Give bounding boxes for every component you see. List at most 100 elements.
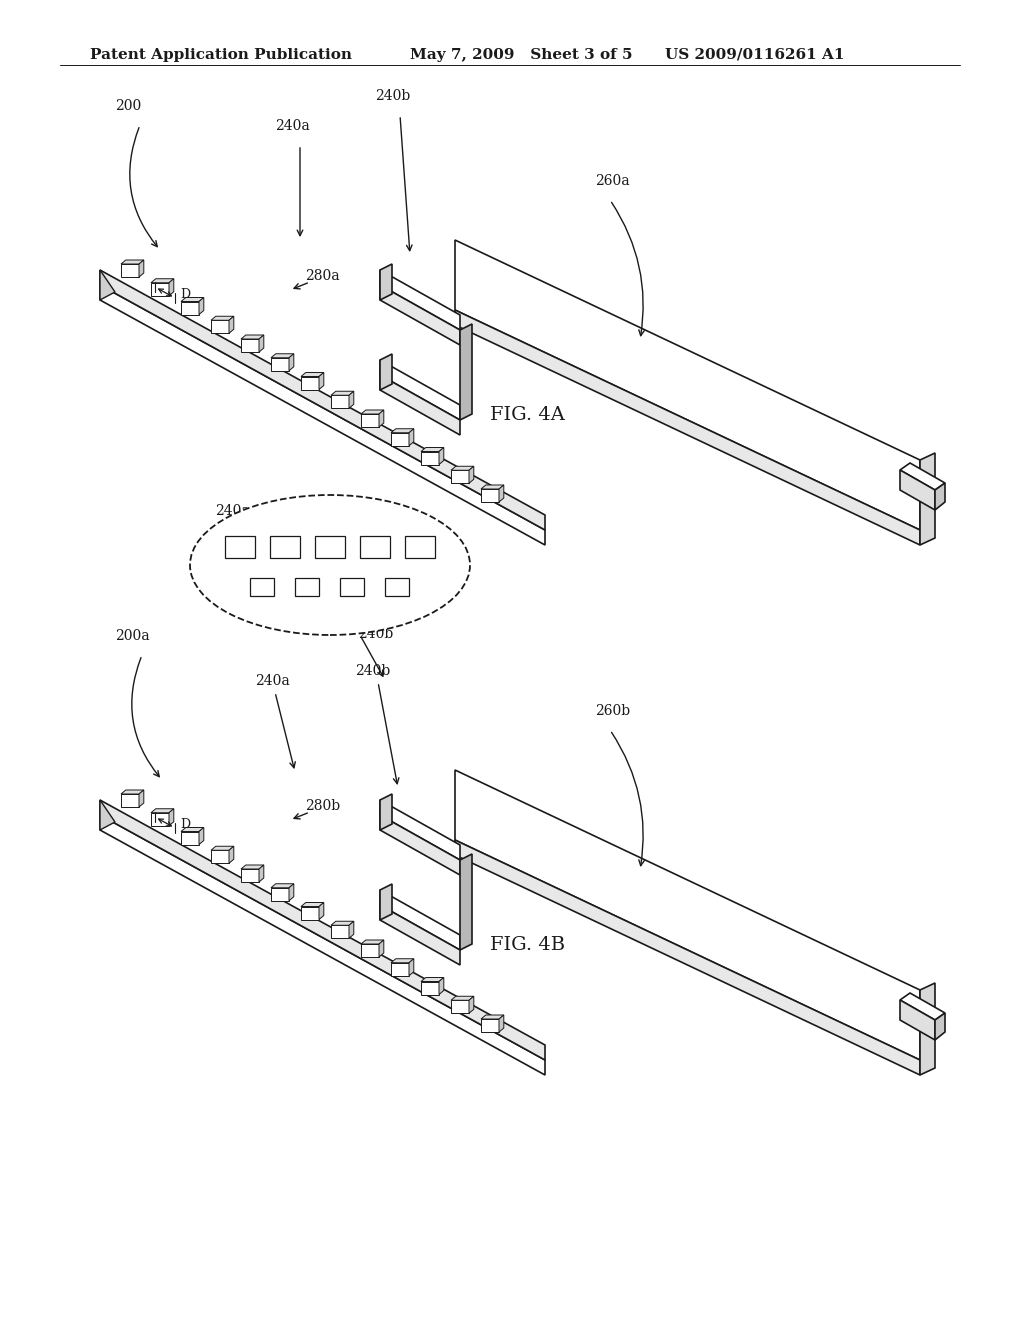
Polygon shape (460, 854, 472, 950)
Polygon shape (451, 466, 474, 470)
Polygon shape (121, 260, 143, 264)
Text: 240a: 240a (255, 675, 290, 688)
Polygon shape (481, 1015, 504, 1019)
Text: FIG. 4B: FIG. 4B (490, 936, 565, 954)
Polygon shape (935, 1012, 945, 1040)
Text: 200a: 200a (115, 630, 150, 643)
Bar (295, 578, 319, 597)
Polygon shape (455, 840, 920, 1074)
Polygon shape (241, 869, 259, 882)
Polygon shape (139, 789, 143, 807)
Polygon shape (421, 978, 443, 982)
Polygon shape (439, 447, 443, 465)
Ellipse shape (190, 495, 470, 635)
Polygon shape (935, 483, 945, 510)
Text: 240b: 240b (375, 88, 411, 103)
Polygon shape (481, 1019, 499, 1032)
Polygon shape (391, 433, 409, 446)
Polygon shape (301, 372, 324, 376)
Bar (315, 536, 345, 558)
Text: 240b: 240b (335, 504, 371, 517)
Polygon shape (331, 921, 354, 925)
Text: D: D (180, 289, 190, 301)
Polygon shape (380, 906, 460, 965)
Text: Patent Application Publication: Patent Application Publication (90, 48, 352, 62)
Polygon shape (241, 339, 259, 352)
Polygon shape (380, 890, 460, 950)
Polygon shape (380, 271, 460, 330)
Polygon shape (920, 983, 935, 1074)
Polygon shape (259, 335, 264, 352)
Polygon shape (380, 354, 392, 389)
Polygon shape (391, 429, 414, 433)
Polygon shape (301, 903, 324, 907)
Polygon shape (920, 453, 935, 545)
Polygon shape (380, 814, 460, 875)
Polygon shape (900, 463, 945, 490)
Polygon shape (361, 944, 379, 957)
Polygon shape (331, 925, 349, 939)
Polygon shape (391, 958, 414, 962)
Polygon shape (380, 360, 460, 420)
Text: 240b: 240b (358, 627, 393, 642)
Polygon shape (319, 903, 324, 920)
Polygon shape (455, 770, 920, 1060)
Polygon shape (455, 240, 920, 531)
Bar (385, 578, 409, 597)
Polygon shape (439, 978, 443, 994)
Polygon shape (241, 335, 264, 339)
Bar (360, 536, 390, 558)
Text: May 7, 2009   Sheet 3 of 5: May 7, 2009 Sheet 3 of 5 (410, 48, 633, 62)
Polygon shape (421, 982, 439, 994)
Text: 280a: 280a (305, 269, 340, 282)
Text: 240a: 240a (275, 119, 309, 133)
Polygon shape (121, 795, 139, 807)
Text: 240a: 240a (215, 504, 250, 517)
Polygon shape (451, 470, 469, 483)
Polygon shape (421, 447, 443, 451)
Polygon shape (331, 391, 354, 395)
Polygon shape (455, 310, 920, 545)
Text: D: D (180, 818, 190, 832)
Polygon shape (469, 466, 474, 483)
Polygon shape (169, 279, 174, 296)
Polygon shape (900, 1001, 935, 1040)
Polygon shape (100, 285, 545, 545)
Polygon shape (319, 372, 324, 389)
Polygon shape (380, 264, 392, 300)
Polygon shape (229, 317, 233, 333)
Polygon shape (100, 271, 545, 531)
Polygon shape (391, 962, 409, 975)
Polygon shape (451, 1001, 469, 1014)
Polygon shape (460, 323, 472, 420)
Polygon shape (181, 297, 204, 301)
Polygon shape (301, 376, 319, 389)
Polygon shape (151, 809, 174, 813)
Polygon shape (421, 451, 439, 465)
Polygon shape (151, 813, 169, 826)
Polygon shape (259, 865, 264, 882)
Polygon shape (331, 395, 349, 408)
Polygon shape (271, 884, 294, 888)
Bar (225, 536, 255, 558)
Polygon shape (271, 354, 294, 358)
Polygon shape (481, 488, 499, 502)
Polygon shape (469, 997, 474, 1014)
Polygon shape (900, 993, 945, 1020)
Polygon shape (451, 997, 474, 1001)
Polygon shape (380, 375, 460, 436)
Polygon shape (409, 958, 414, 975)
Polygon shape (211, 846, 233, 850)
Polygon shape (361, 414, 379, 426)
Polygon shape (379, 940, 384, 957)
Polygon shape (121, 264, 139, 277)
Text: 280b: 280b (305, 799, 340, 813)
Polygon shape (121, 789, 143, 795)
Polygon shape (380, 884, 392, 920)
Polygon shape (289, 884, 294, 900)
Polygon shape (241, 865, 264, 869)
Bar (340, 578, 364, 597)
Text: 260a: 260a (595, 174, 630, 187)
Bar (406, 536, 435, 558)
Polygon shape (379, 411, 384, 426)
